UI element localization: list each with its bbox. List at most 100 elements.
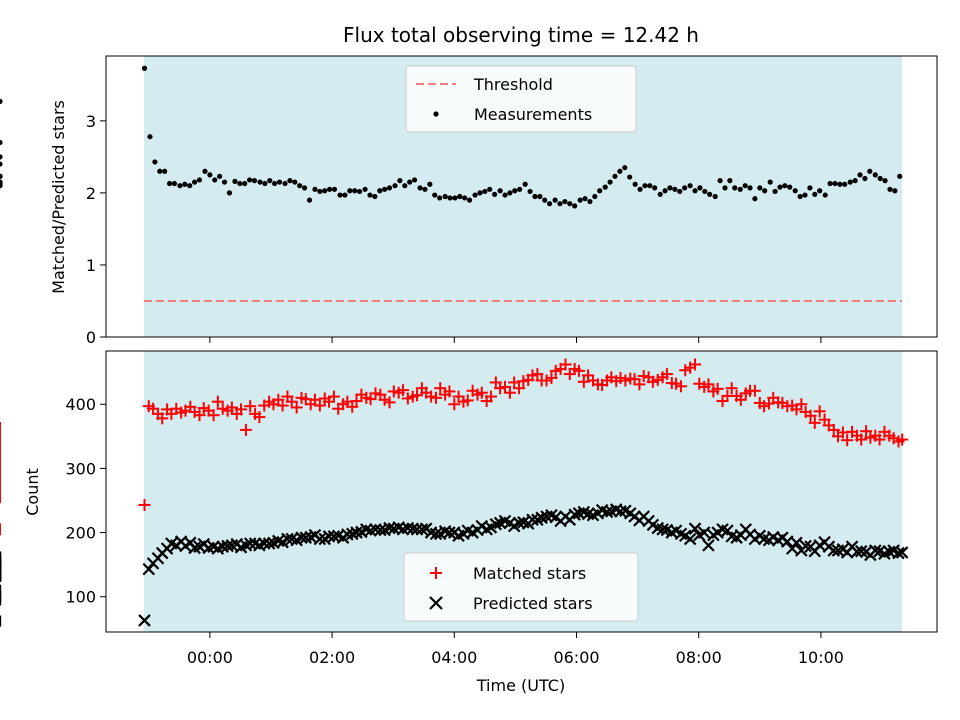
measurement-point [267,178,273,184]
measurement-point [517,186,523,192]
measurement-point [822,192,828,198]
matched-star-point [290,401,303,414]
measurement-point [792,188,798,194]
matched-star-point [725,382,738,395]
predicted-star-point [790,536,803,550]
measurement-point [157,168,163,174]
measurement-point [732,185,738,191]
measurement-point [682,185,688,191]
measurement-point [466,197,473,203]
measurement-point [897,173,903,179]
measurement-point [171,180,178,187]
measurement-point [747,185,753,191]
measurement-point [657,191,663,197]
matched-star-point [545,371,558,384]
measurement-point [246,177,253,183]
measurement-point [297,183,303,189]
measurement-point [717,178,723,184]
measurement-point [232,178,238,184]
matched-star-point [396,384,409,397]
matched-star-point [193,409,206,422]
y-tick-label: 200 [65,524,96,543]
matched-star-point [461,394,474,407]
measurement-point [837,181,843,187]
measurement-point [457,193,463,200]
measurement-point [862,175,868,182]
matched-star-point [674,380,687,393]
measurement-point [377,188,383,194]
measurement-point [386,185,393,191]
measurement-point [141,65,148,71]
matched-star-point [434,382,447,395]
measurement-point [887,186,893,192]
measurement-point [562,198,568,205]
top-plot-frame [105,55,938,338]
measurement-point [727,178,733,184]
y-tick-label: 100 [65,588,96,607]
measurement-point [337,192,343,198]
measurement-point [327,186,333,192]
measurement-point [187,183,193,189]
measurement-point [0,139,3,146]
measurement-point [557,201,563,207]
measurement-point [617,168,623,174]
matched-star-point [860,425,873,438]
predicted-star-point [697,526,711,539]
matched-star-point [253,411,266,424]
measurement-point [207,172,213,178]
measurement-point [702,188,708,195]
x-tick-label: 06:00 [553,648,599,667]
predicted-star-point [299,531,313,544]
measurement-point [772,188,778,195]
matched-star-point [207,409,220,422]
measurement-point [592,193,598,200]
measurement-point [872,172,878,178]
matched-star-point [660,368,673,381]
measurement-point [542,197,548,203]
matched-star-point [235,403,248,416]
measurement-point [447,195,453,201]
measurement-point [852,178,858,184]
y-tick-label: 3 [86,112,96,131]
x-tick-label: 02:00 [309,648,355,667]
measurement-point [251,178,258,184]
measurement-point [166,180,173,187]
measurement-point [722,185,728,191]
measurement-point [742,183,748,189]
legend-measurements-swatch [433,111,439,117]
measurement-point [162,168,168,174]
measurement-point [652,185,658,191]
y-tick-label: 300 [65,459,96,478]
matched-star-point [429,391,442,404]
measurement-point [647,183,653,189]
predicted-star-point [443,526,456,539]
measurement-point [497,188,503,194]
measurement-point [537,193,543,200]
measurement-point [662,188,668,194]
measurement-point [331,186,338,192]
measurement-point [827,180,833,187]
bottom-x-ticks: 00:00 02:00 04:00 06:00 08:00 10:00 [187,632,844,667]
legend-predicted-swatch [429,596,443,610]
measurement-point [707,191,713,197]
matched-star-points [0,358,909,536]
legend-matched-label: Matched stars [473,564,586,583]
predicted-star-point [869,544,882,557]
measurement-point [797,193,803,200]
measurement-point [787,184,793,190]
predicted-star-point [895,546,909,559]
measurement-point [347,188,353,194]
matched-star-point [559,358,572,371]
y-tick-label: 1 [86,256,96,275]
matched-star-point [873,433,886,446]
x-tick-label: 08:00 [676,648,722,667]
measurement-point [306,197,313,203]
measurement-point [402,183,408,189]
top-legend-box [405,65,637,133]
y-tick-label: 400 [65,395,96,414]
measurement-point [507,190,513,196]
top-measurement-points [0,65,903,209]
matched-star-point [503,386,516,399]
matched-star-point [841,434,854,447]
matched-star-point [244,400,257,413]
